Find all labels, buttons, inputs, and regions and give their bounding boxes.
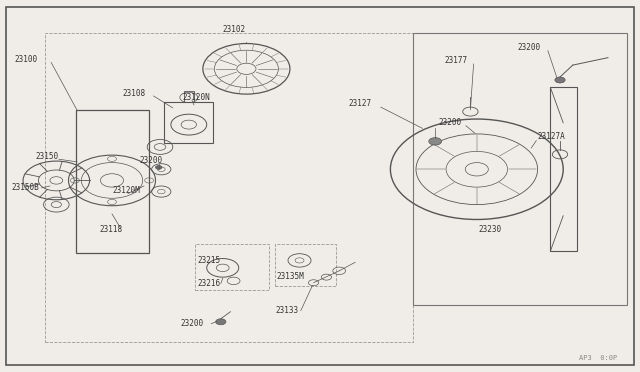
Bar — [195, 244, 269, 290]
Text: 23108: 23108 — [123, 89, 146, 97]
Text: 23127A: 23127A — [538, 132, 565, 141]
Text: 23135M: 23135M — [276, 272, 304, 280]
Text: 23127: 23127 — [349, 99, 372, 108]
Text: 23120N: 23120N — [182, 93, 210, 102]
Text: AP3  0:0P: AP3 0:0P — [579, 355, 618, 361]
Text: 23120M: 23120M — [112, 186, 140, 195]
Circle shape — [156, 166, 162, 169]
Bar — [164, 102, 213, 143]
Text: 23100: 23100 — [14, 55, 37, 64]
Text: 23133: 23133 — [275, 306, 298, 315]
Text: 23215: 23215 — [197, 256, 220, 265]
Text: 23102: 23102 — [223, 25, 246, 33]
Text: 23230: 23230 — [479, 225, 502, 234]
Bar — [45, 33, 413, 342]
Text: 23150: 23150 — [35, 152, 58, 161]
Text: 23118: 23118 — [99, 225, 122, 234]
Circle shape — [216, 319, 226, 325]
Bar — [76, 110, 149, 253]
Text: 23150B: 23150B — [12, 183, 39, 192]
Text: 23200: 23200 — [180, 319, 204, 328]
Bar — [275, 244, 336, 286]
Bar — [184, 91, 194, 102]
Circle shape — [555, 77, 565, 83]
Text: 23200: 23200 — [140, 156, 163, 165]
Text: 23216: 23216 — [197, 279, 220, 288]
Text: 23200: 23200 — [438, 118, 461, 126]
Bar — [413, 33, 627, 305]
Circle shape — [429, 138, 442, 145]
Text: 23200: 23200 — [517, 43, 540, 52]
Bar — [550, 87, 577, 251]
Text: 23177: 23177 — [445, 56, 468, 65]
